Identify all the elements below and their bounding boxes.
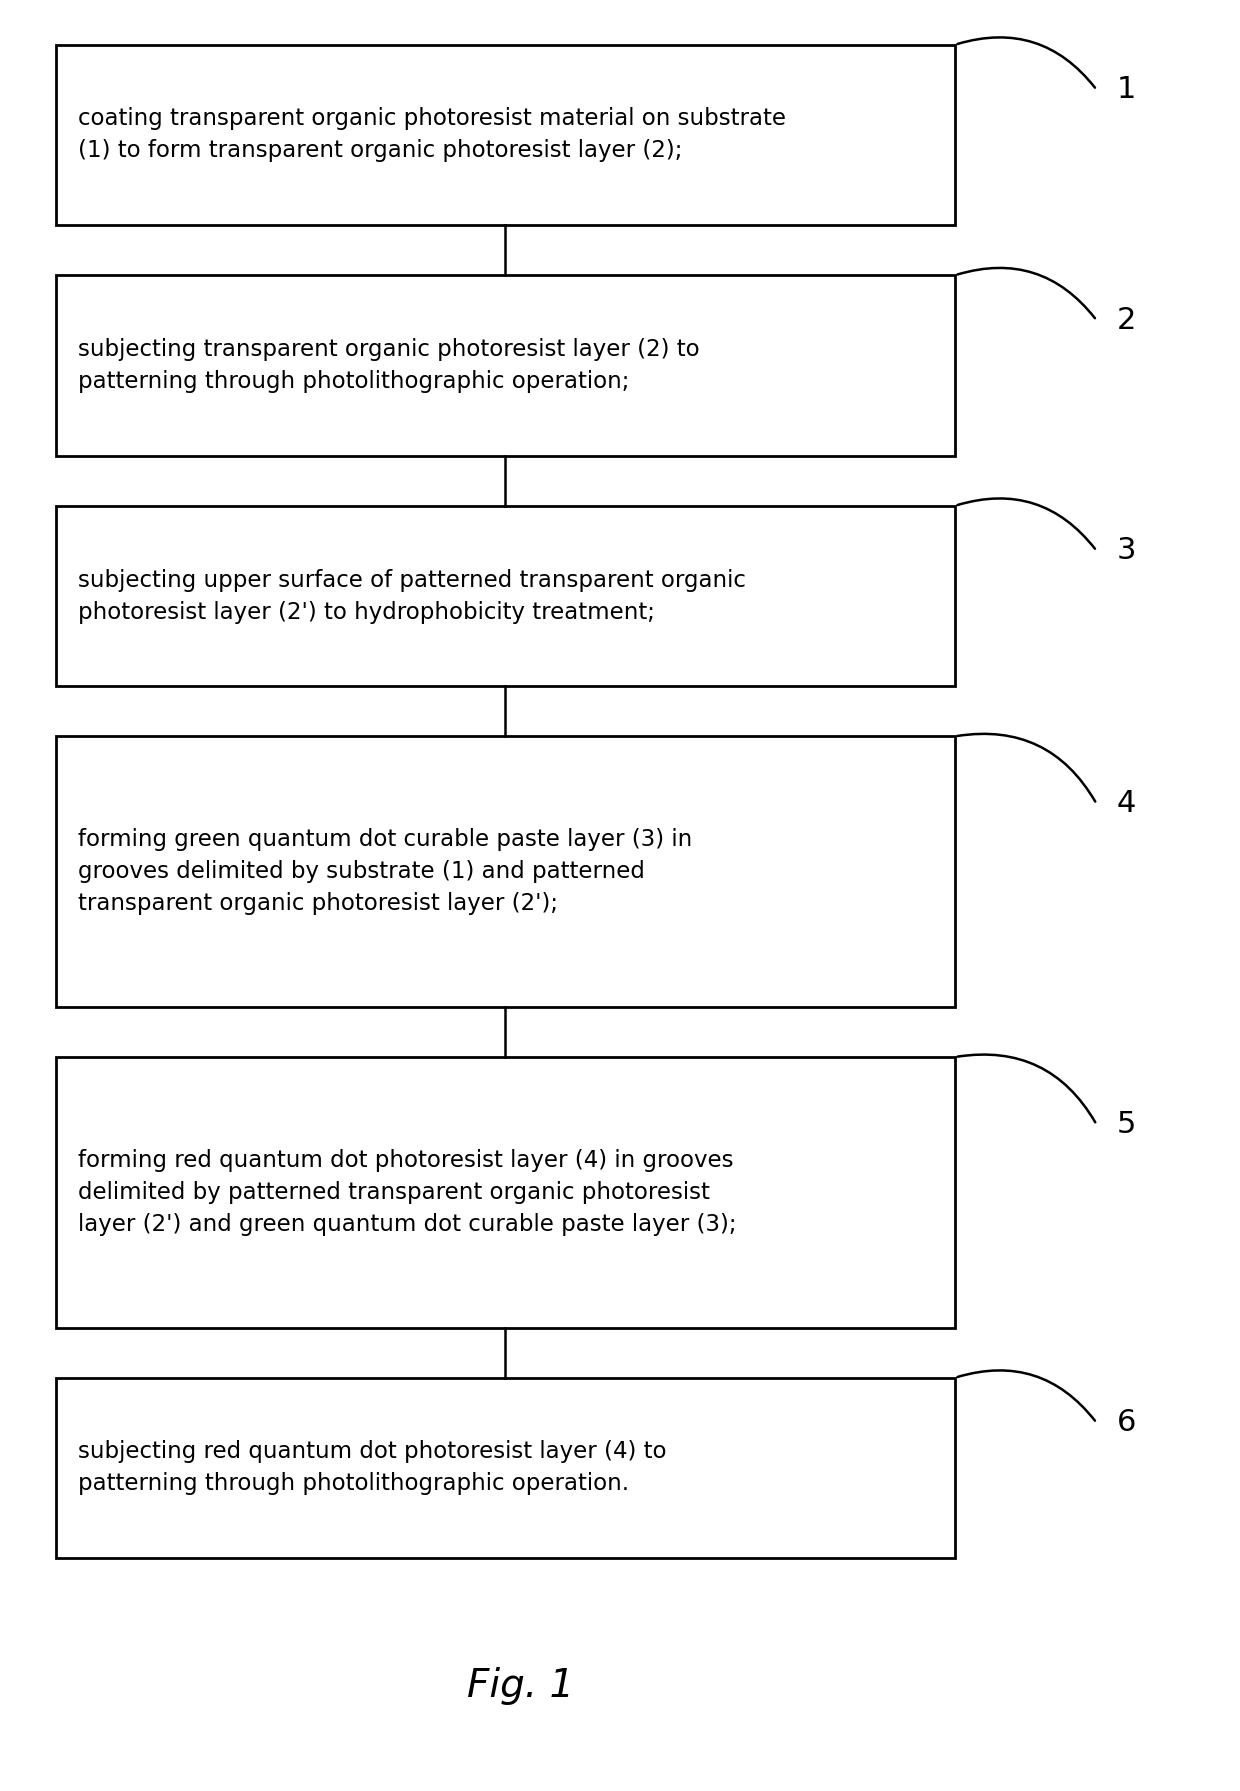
Text: subjecting red quantum dot photoresist layer (4) to
patterning through photolith: subjecting red quantum dot photoresist l… bbox=[78, 1440, 666, 1495]
Bar bbox=[56, 1377, 955, 1558]
Bar bbox=[56, 736, 955, 1007]
Text: coating transparent organic photoresist material on substrate
(1) to form transp: coating transparent organic photoresist … bbox=[78, 107, 786, 163]
Bar bbox=[56, 1057, 955, 1327]
Text: Fig. 1: Fig. 1 bbox=[467, 1667, 574, 1705]
Bar bbox=[56, 45, 955, 226]
Text: 3: 3 bbox=[1117, 537, 1136, 566]
Text: 1: 1 bbox=[1117, 75, 1136, 104]
Text: subjecting transparent organic photoresist layer (2) to
patterning through photo: subjecting transparent organic photoresi… bbox=[78, 338, 699, 392]
Text: subjecting upper surface of patterned transparent organic
photoresist layer (2'): subjecting upper surface of patterned tr… bbox=[78, 568, 745, 623]
Text: 4: 4 bbox=[1117, 790, 1136, 818]
Text: forming green quantum dot curable paste layer (3) in
grooves delimited by substr: forming green quantum dot curable paste … bbox=[78, 827, 692, 915]
Text: 6: 6 bbox=[1117, 1408, 1136, 1438]
Bar bbox=[56, 505, 955, 686]
Text: forming red quantum dot photoresist layer (4) in grooves
delimited by patterned : forming red quantum dot photoresist laye… bbox=[78, 1148, 737, 1236]
Text: 2: 2 bbox=[1117, 306, 1136, 335]
Text: 5: 5 bbox=[1117, 1110, 1136, 1139]
Bar bbox=[56, 276, 955, 455]
